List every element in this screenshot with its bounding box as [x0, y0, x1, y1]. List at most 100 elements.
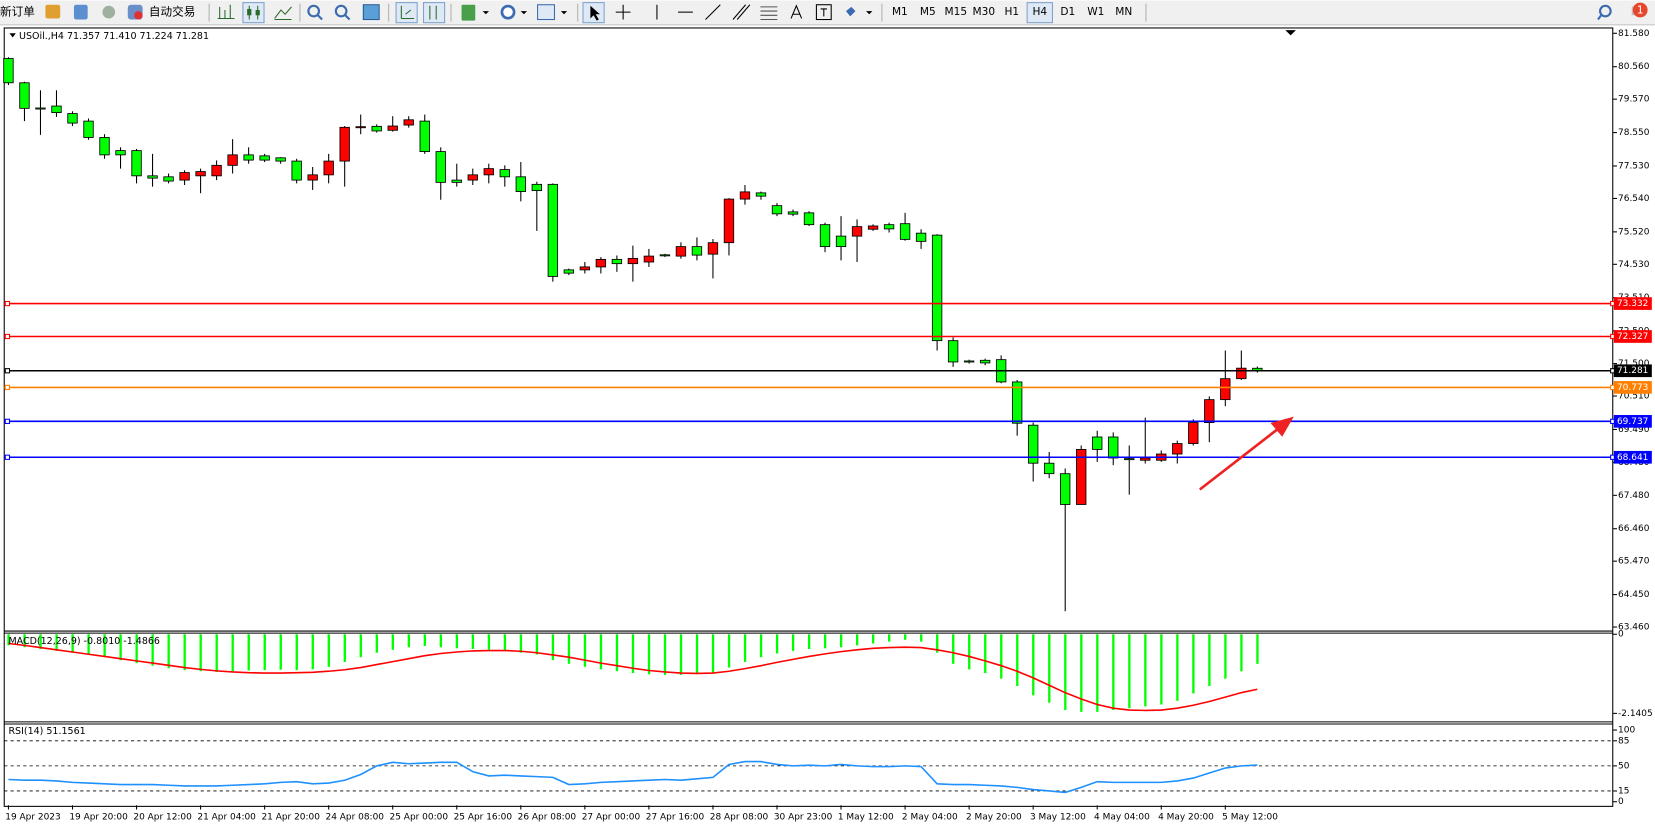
- histogram-bar: [1032, 634, 1035, 696]
- new-order-button[interactable]: 新订单: [0, 5, 35, 19]
- candle-body: [899, 223, 911, 240]
- timeframe-button[interactable]: M5: [920, 6, 936, 18]
- x-tick-label: 21 Apr 04:00: [197, 812, 256, 822]
- icon[interactable]: [45, 4, 61, 19]
- dropdown-arrow[interactable]: [520, 11, 528, 15]
- candle-body: [3, 58, 14, 84]
- arrows-icon[interactable]: [845, 6, 856, 17]
- line-chart-icon[interactable]: [274, 6, 292, 21]
- timeframe-pressed[interactable]: [1026, 2, 1053, 24]
- histogram-bar: [952, 634, 955, 664]
- candle-body: [835, 235, 847, 248]
- crosshair-icon[interactable]: [615, 4, 631, 20]
- y-tick-label: 65.470: [1618, 557, 1650, 567]
- candle-body: [1060, 473, 1071, 505]
- histogram-bar: [295, 634, 298, 671]
- y-tick-label: 70.510: [1618, 392, 1650, 402]
- histogram-bar: [199, 634, 202, 672]
- templates-icon[interactable]: [537, 4, 556, 21]
- bar-chart-icon[interactable]: [217, 4, 235, 19]
- candle-body: [1076, 449, 1087, 505]
- icon[interactable]: [73, 4, 88, 20]
- timeframe-button[interactable]: M15: [945, 6, 968, 18]
- autoscroll-icon: [400, 5, 415, 19]
- x-tick-label: 20 Apr 12:00: [133, 812, 192, 822]
- candle-body: [931, 234, 943, 342]
- candle-body: [755, 192, 767, 197]
- y-tick-label: 85: [1618, 736, 1629, 746]
- autoscroll-button[interactable]: [395, 2, 418, 24]
- timeframe-button[interactable]: M30: [973, 6, 996, 18]
- histogram-bar: [615, 634, 619, 672]
- dropdown-arrow[interactable]: [482, 11, 490, 15]
- search-icon[interactable]: [1599, 4, 1612, 18]
- candle-body: [659, 254, 671, 257]
- text-icon[interactable]: [790, 4, 803, 19]
- dropdown-arrow[interactable]: [560, 11, 568, 15]
- y-tick-label: 81.580: [1618, 29, 1650, 39]
- candle-body: [1236, 367, 1247, 380]
- label-icon[interactable]: [815, 4, 832, 21]
- histogram-bar: [487, 634, 491, 650]
- timeframe-button[interactable]: W1: [1087, 6, 1104, 18]
- candle-icon: [247, 8, 252, 16]
- search-icon: [1597, 14, 1602, 21]
- histogram-bar: [743, 634, 747, 662]
- histogram-bar: [936, 634, 939, 653]
- candle-body: [611, 258, 623, 265]
- dropdown-arrow[interactable]: [866, 11, 873, 15]
- x-tick-label: 30 Apr 23:00: [774, 812, 833, 822]
- candle-body: [1011, 381, 1023, 424]
- y-tick-label: 66.460: [1618, 524, 1650, 534]
- y-tick-label: 64.450: [1618, 590, 1650, 600]
- histogram-bar: [872, 634, 875, 644]
- symbol-marker: [9, 33, 16, 38]
- histogram-bar: [551, 634, 555, 661]
- histogram-bar: [391, 634, 394, 650]
- histogram-bar: [1064, 634, 1067, 711]
- fibo-icon[interactable]: [760, 6, 778, 21]
- histogram-bar: [215, 634, 218, 672]
- candle-body: [1044, 462, 1055, 475]
- zoom-out-icon[interactable]: [334, 4, 348, 18]
- x-tick-label: 2 May 20:00: [966, 812, 1022, 822]
- periods-icon: [503, 7, 513, 17]
- indicators-icon[interactable]: [461, 4, 476, 21]
- histogram-bar: [39, 634, 42, 650]
- timeframe-button[interactable]: H4: [1032, 6, 1047, 18]
- candle-body: [227, 154, 238, 166]
- price-tag: [1613, 450, 1652, 464]
- line-anchor: [4, 384, 11, 391]
- candle-icon-pressed[interactable]: [242, 2, 265, 24]
- zoom-in-icon[interactable]: [307, 4, 321, 18]
- timeframe-button[interactable]: H1: [1004, 6, 1019, 18]
- rsi-panel-header: RSI(14) 51.1561: [8, 726, 85, 737]
- notification-badge[interactable]: [1632, 2, 1648, 18]
- candle-body: [211, 164, 222, 177]
- timeframe-button[interactable]: D1: [1060, 6, 1075, 18]
- candle-body: [19, 82, 30, 109]
- candle-body: [947, 340, 959, 363]
- histogram-bar: [7, 634, 10, 646]
- price-tag-label: 72.327: [1617, 332, 1648, 342]
- channel-icon[interactable]: [732, 4, 751, 20]
- timeframe-button[interactable]: MN: [1115, 6, 1132, 18]
- annotation-arrowhead: [1270, 416, 1294, 437]
- histogram-bar: [375, 634, 378, 653]
- candle-body: [803, 212, 815, 226]
- candle-body: [915, 232, 927, 242]
- timeframe-button[interactable]: M1: [892, 6, 908, 18]
- tile-icon[interactable]: [362, 4, 380, 21]
- candle-body: [387, 125, 398, 131]
- histogram-bar: [599, 634, 603, 670]
- auto-trade-button[interactable]: 自动交易: [149, 5, 195, 19]
- label-icon: [820, 8, 827, 17]
- price-tag-label: 73.332: [1617, 299, 1648, 309]
- trendline-icon[interactable]: [705, 4, 721, 20]
- y-tick-label: 0: [1618, 797, 1624, 807]
- y-tick-label: 63.460: [1618, 623, 1650, 633]
- chart-shift-button[interactable]: [422, 2, 446, 24]
- candle-icon: [255, 10, 260, 16]
- icon[interactable]: [102, 5, 116, 19]
- histogram-bar: [791, 634, 795, 651]
